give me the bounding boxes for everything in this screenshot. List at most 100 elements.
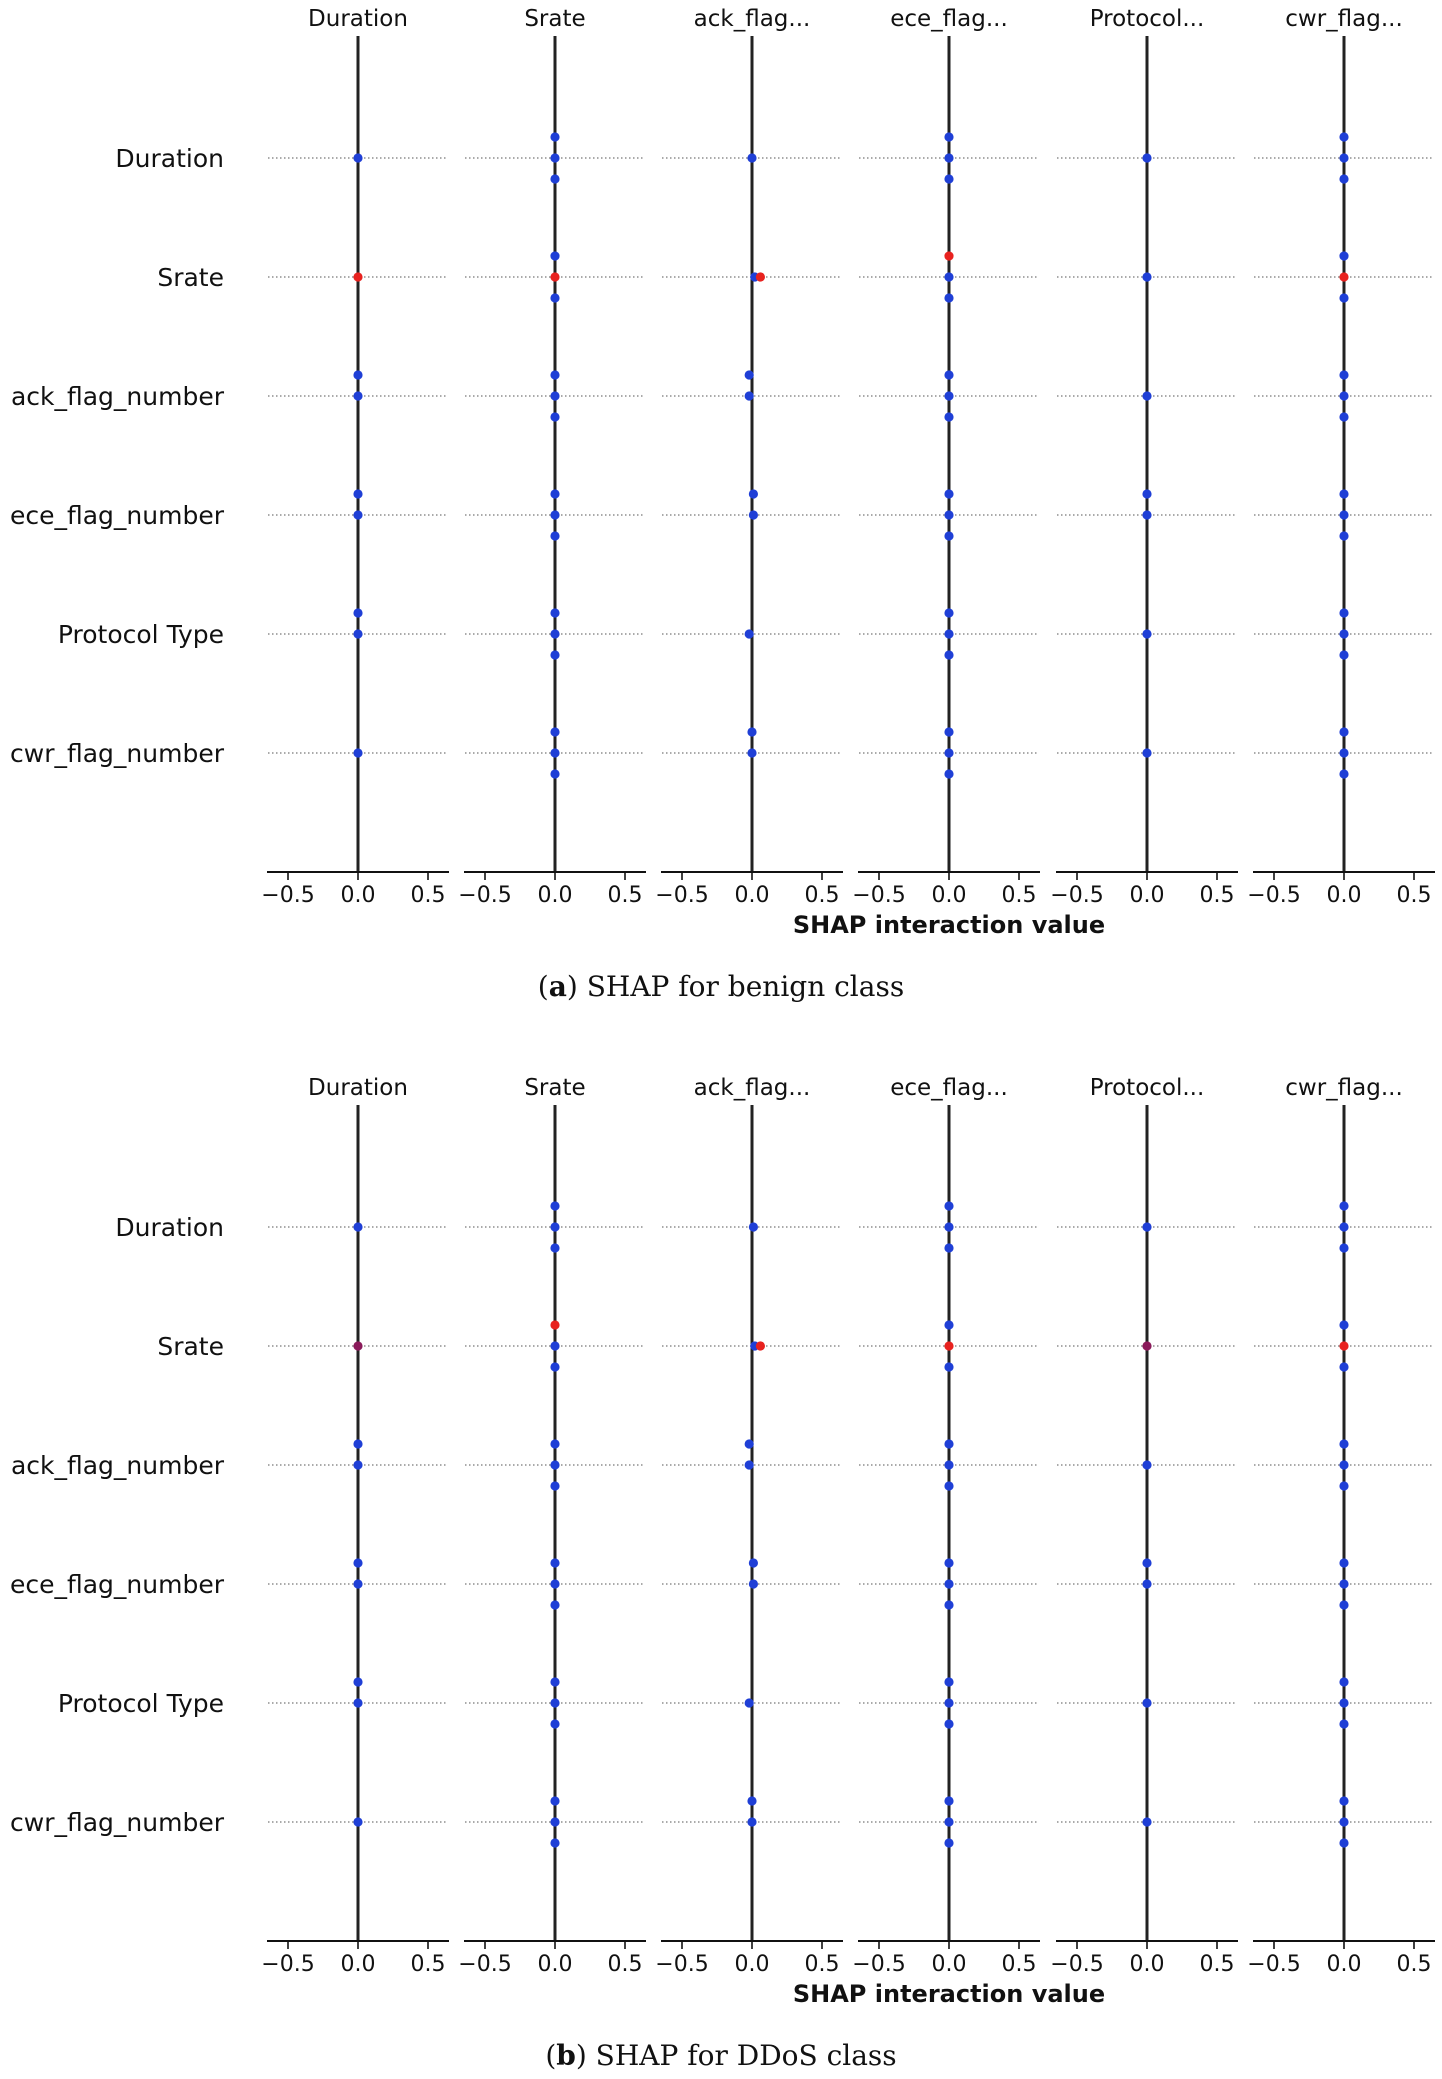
data-point-r5-c3-2 [944, 1838, 954, 1848]
x-tick-label: 0.0 [538, 1952, 573, 1977]
row-label-3: ece_flag_number [10, 1570, 225, 1599]
data-point-r3-c5-1 [1339, 510, 1349, 520]
data-point-r2-c3-0 [944, 370, 954, 380]
x-axis-label: SHAP interaction value [793, 1980, 1105, 2008]
data-point-r3-c2-1 [748, 1579, 759, 1589]
data-point-r2-c3-1 [944, 1460, 954, 1470]
column-title-0: Duration [308, 1075, 408, 1101]
subplot-0: Duration −0.5 0.0 0.5 [261, 6, 449, 908]
subplot-4: Protocol... −0.5 0.0 0.5 [1050, 6, 1238, 908]
data-point-r3-c2-1 [748, 510, 759, 520]
data-point-r1-c4-0 [1142, 272, 1152, 282]
data-point-r3-c1-0 [550, 489, 560, 499]
data-point-r2-c5-2 [1339, 412, 1349, 422]
data-point-r0-c2-0 [748, 1222, 759, 1232]
data-point-r1-c2-1 [755, 1341, 766, 1351]
data-point-r4-c4-0 [1142, 629, 1152, 639]
x-tick-label: −0.5 [261, 883, 314, 908]
data-point-r5-c1-0 [550, 1796, 560, 1806]
column-title-4: Protocol... [1090, 6, 1205, 32]
data-point-r5-c5-2 [1339, 1838, 1349, 1848]
data-point-r0-c0-0 [353, 1222, 363, 1232]
caption-open-paren: ( [545, 2039, 556, 2072]
caption-close-paren: ) [567, 970, 587, 1003]
data-point-r1-c1-0 [550, 1320, 560, 1330]
x-tick-label: −0.5 [655, 883, 708, 908]
data-point-r3-c1-1 [550, 1579, 560, 1589]
subplot-2: ack_flag... −0.5 0.0 0.5 [655, 1075, 843, 1977]
data-point-r5-c1-2 [550, 1838, 560, 1848]
subplot-2: ack_flag... −0.5 0.0 0.5 [655, 6, 843, 908]
row-label-5: cwr_flag_number [10, 1808, 225, 1837]
column-title-1: Srate [524, 6, 585, 32]
data-point-r3-c2-0 [748, 489, 759, 499]
data-point-r5-c2-0 [747, 1796, 757, 1806]
x-tick-label: 0.0 [1130, 883, 1165, 908]
figure-caption: (b) SHAP for DDoS class [545, 2039, 896, 2072]
data-point-r0-c5-2 [1339, 174, 1349, 184]
x-axis-label: SHAP interaction value [793, 911, 1105, 939]
x-tick-label: 0.0 [1327, 883, 1362, 908]
data-point-r5-c0-0 [353, 1817, 363, 1827]
data-point-r5-c5-1 [1339, 1817, 1349, 1827]
x-tick-label: 0.5 [1397, 883, 1432, 908]
data-point-r0-c3-1 [944, 1222, 954, 1232]
subplot-1: Srate −0.5 0.0 0.5 [458, 6, 646, 908]
data-point-r5-c3-1 [944, 748, 954, 758]
x-tick-label: −0.5 [655, 1952, 708, 1977]
data-point-r2-c1-1 [550, 391, 560, 401]
data-point-r3-c4-0 [1142, 489, 1152, 499]
data-point-r5-c2-1 [747, 1817, 757, 1827]
x-tick-label: 0.5 [1002, 883, 1037, 908]
data-point-r1-c3-2 [944, 293, 954, 303]
data-point-r5-c1-2 [550, 769, 560, 779]
column-title-0: Duration [308, 6, 408, 32]
data-point-r2-c3-2 [944, 412, 954, 422]
data-point-r5-c1-1 [550, 748, 560, 758]
data-point-r3-c5-0 [1339, 489, 1349, 499]
x-tick-label: 0.5 [1200, 1952, 1235, 1977]
x-tick-label: −0.5 [1247, 883, 1300, 908]
data-point-r1-c1-0 [550, 251, 560, 261]
data-point-r4-c1-2 [550, 1719, 560, 1729]
data-point-r1-c5-1 [1339, 1341, 1349, 1351]
data-point-r4-c1-1 [550, 629, 560, 639]
data-point-r5-c4-0 [1142, 748, 1152, 758]
data-point-r2-c4-0 [1142, 391, 1152, 401]
data-point-r1-c0-0 [353, 1341, 363, 1351]
data-point-r0-c0-0 [353, 153, 363, 163]
row-label-4: Protocol Type [58, 620, 224, 649]
data-point-r0-c3-2 [944, 1243, 954, 1253]
data-point-r0-c3-1 [944, 153, 954, 163]
data-point-r2-c3-2 [944, 1481, 954, 1491]
data-point-r4-c0-0 [353, 1677, 363, 1687]
x-tick-label: −0.5 [261, 1952, 314, 1977]
data-point-r3-c4-1 [1142, 1579, 1152, 1589]
chart-panel-a: Duration Srate ack_flag_number ece_flag_num… [10, 6, 1435, 1003]
data-point-r3-c0-1 [353, 510, 363, 520]
data-point-r4-c0-1 [353, 1698, 363, 1708]
data-point-r2-c2-0 [744, 1439, 754, 1449]
data-point-r0-c1-2 [550, 174, 560, 184]
data-point-r4-c5-0 [1339, 608, 1349, 618]
column-title-3: ece_flag... [890, 6, 1008, 32]
data-point-r4-c1-1 [550, 1698, 560, 1708]
data-point-r4-c3-2 [944, 650, 954, 660]
data-point-r4-c5-2 [1339, 650, 1349, 660]
data-point-r2-c0-1 [353, 1460, 363, 1470]
data-point-r4-c2-0 [744, 629, 754, 639]
x-tick-label: 0.0 [932, 1952, 967, 1977]
data-point-r3-c5-2 [1339, 531, 1349, 541]
data-point-r2-c1-2 [550, 1481, 560, 1491]
data-point-r5-c1-0 [550, 727, 560, 737]
data-point-r2-c0-0 [353, 1439, 363, 1449]
data-point-r3-c3-2 [944, 1600, 954, 1610]
data-point-r3-c5-2 [1339, 1600, 1349, 1610]
column-title-3: ece_flag... [890, 1075, 1008, 1101]
data-point-r3-c0-1 [353, 1579, 363, 1589]
data-point-r0-c5-1 [1339, 153, 1349, 163]
data-point-r5-c1-1 [550, 1817, 560, 1827]
data-point-r4-c3-1 [944, 629, 954, 639]
row-label-0: Duration [115, 144, 224, 173]
